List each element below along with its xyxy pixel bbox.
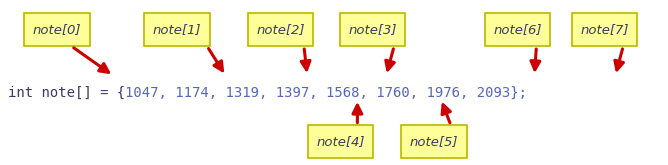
- FancyBboxPatch shape: [308, 125, 373, 158]
- Text: note[6]: note[6]: [494, 23, 542, 36]
- FancyBboxPatch shape: [248, 13, 313, 46]
- Text: note[2]: note[2]: [257, 23, 305, 36]
- FancyBboxPatch shape: [340, 13, 405, 46]
- FancyBboxPatch shape: [401, 125, 467, 158]
- FancyBboxPatch shape: [24, 13, 90, 46]
- FancyBboxPatch shape: [144, 13, 210, 46]
- FancyBboxPatch shape: [485, 13, 550, 46]
- Text: note[0]: note[0]: [33, 23, 81, 36]
- Text: note[3]: note[3]: [349, 23, 397, 36]
- Text: note[7]: note[7]: [580, 23, 629, 36]
- Text: note[5]: note[5]: [410, 135, 458, 148]
- Text: note[1]: note[1]: [153, 23, 201, 36]
- Text: int note[] = {: int note[] = {: [8, 85, 126, 99]
- Text: 1047, 1174, 1319, 1397, 1568, 1760, 1976, 2093};: 1047, 1174, 1319, 1397, 1568, 1760, 1976…: [126, 85, 527, 99]
- FancyBboxPatch shape: [572, 13, 637, 46]
- Text: note[4]: note[4]: [317, 135, 365, 148]
